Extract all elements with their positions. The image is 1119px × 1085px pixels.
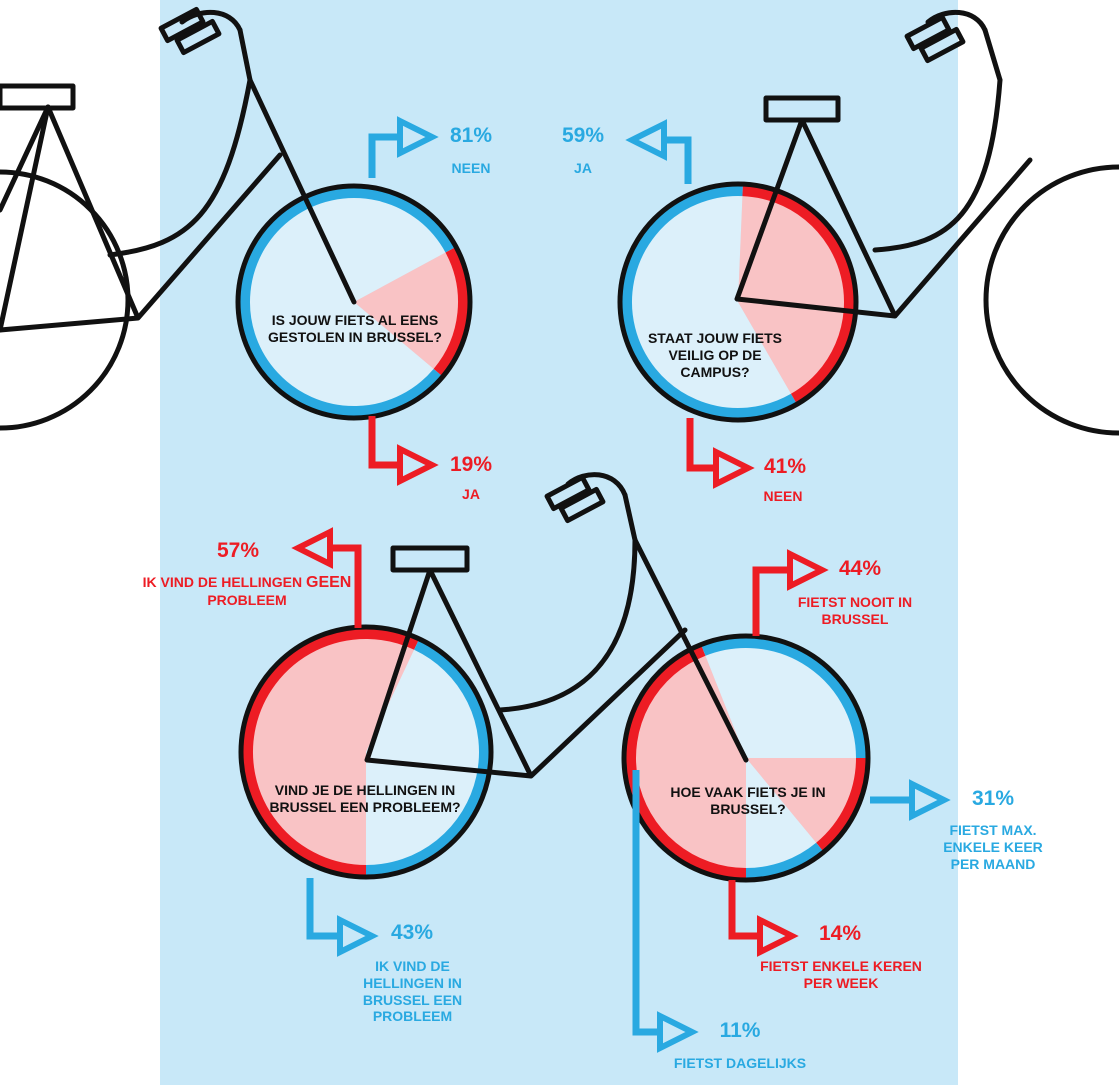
- chart1-slice2-arrow-head: [397, 444, 439, 486]
- chart1-slice1-arrow-head: [397, 116, 439, 158]
- left-bicycle-icon: [0, 6, 283, 431]
- callout-arrows: [291, 116, 951, 1053]
- chart3-slice1-arrow-head: [291, 527, 333, 569]
- chart3-slice2-rim: [365, 638, 491, 877]
- chart3-slice2-arrow-line: [306, 878, 340, 940]
- chart2-slice1-wedge: [626, 189, 794, 414]
- chart3-slice1-arrow-line: [330, 544, 362, 628]
- chart4-slice4-wedge: [746, 758, 820, 874]
- chart4-slice3-arrow-head: [757, 915, 799, 957]
- chart4-slice3-arrow-line: [728, 880, 760, 940]
- chart4-slice1-label: FIETST NOOIT IN BRUSSEL: [797, 594, 913, 627]
- chart3-slice2-percent: 43%: [390, 921, 434, 944]
- chart3-slice2-arrow-head: [337, 915, 379, 957]
- fork-line-1: [247, 77, 357, 305]
- chart3-slice1-label-emphasis: GEEN: [306, 574, 352, 591]
- chart4-slice3-rim: [816, 757, 868, 853]
- chart4-slice4-percent: 11%: [719, 1019, 761, 1042]
- chart3-wheel-outline: [238, 624, 494, 880]
- chart4-slice2-percent: 31%: [971, 787, 1015, 810]
- chart4-slice3-label: FIETST ENKELE KEREN PER WEEK: [760, 958, 922, 991]
- question-1-label: IS JOUW FIETS AL EENS GESTOLEN IN BRUSSE…: [268, 312, 442, 345]
- pie-charts: [235, 181, 871, 883]
- right-bicycle-icon: [734, 9, 1119, 436]
- chart1-slice2-wedge: [354, 249, 464, 373]
- chart3-slice1-label-end: PROBLEEM: [207, 592, 287, 609]
- chart4-slice1-arrow-head: [787, 549, 829, 591]
- chart4-wheel-outline: [621, 633, 871, 883]
- chart3-slice1-wedge: [247, 633, 417, 871]
- chart2-slice2-arrow-head: [713, 447, 755, 489]
- chart4-slice1-percent: 44%: [838, 557, 882, 580]
- chart3-slice1-rim: [241, 627, 420, 877]
- chart4-slice2-label: FIETST MAX. ENKELE KEER PER MAAND: [943, 822, 1043, 872]
- question-4-label: HOE VAAK FIETS JE IN BRUSSEL?: [670, 784, 826, 817]
- chart4-slice2-arrow-head: [909, 779, 951, 821]
- chart3-slice2-wedge: [366, 644, 486, 871]
- chart1-slice1-arrow-line: [368, 133, 400, 178]
- chart1-slice2-percent: 19%: [449, 453, 493, 476]
- chart1-slice1-label: NEEN: [451, 160, 491, 176]
- chart1-slice2-rim: [433, 246, 470, 377]
- chart1-wheel-outline: [235, 183, 473, 421]
- chart2-slice1-percent: 59%: [561, 124, 605, 147]
- chart2-slice1-label: JA: [574, 160, 592, 176]
- chart2-wheel-outline: [617, 181, 859, 423]
- chart3-slice1-label: IK VIND DE HELLINGEN GEEN PROBLEEM: [128, 573, 366, 609]
- question-2-label: STAAT JOUW FIETS VEILIG OP DE CAMPUS?: [647, 330, 783, 380]
- chart1-slice1-percent: 81%: [449, 124, 493, 147]
- chart2-slice2-wedge: [738, 190, 851, 399]
- chart2-slice2-rim: [742, 184, 856, 405]
- chart4-slice4-rim: [745, 842, 824, 880]
- question-3-label: VIND JE DE HELLINGEN IN BRUSSEL EEN PROB…: [269, 782, 461, 815]
- chart2-slice1-arrow-head: [625, 119, 667, 161]
- chart1-slice1-rim: [238, 186, 457, 418]
- chart3-slice2-label: IK VIND DE HELLINGEN IN BRUSSEL EEN PROB…: [362, 958, 463, 1025]
- chart2-slice1-arrow-line: [664, 136, 692, 184]
- chart3-slice1-label-start: IK VIND DE HELLINGEN: [142, 574, 306, 590]
- chart4-slice2-rim: [701, 636, 868, 759]
- chart3-slice1-percent: 57%: [216, 539, 260, 562]
- chart4-slice1-arrow-line: [752, 566, 790, 636]
- chart4-slice4-label: FIETST DAGELIJKS: [673, 1055, 807, 1071]
- fork-line-4: [632, 537, 749, 763]
- chart4-slice3-percent: 14%: [818, 922, 862, 945]
- chart4-slice4-arrow-head: [657, 1011, 699, 1053]
- chart1-slice2-arrow-line: [368, 416, 400, 469]
- chart2-slice2-arrow-line: [686, 418, 716, 472]
- chart2-slice1-rim: [620, 184, 797, 420]
- chart4-slice1-rim: [624, 644, 747, 880]
- background-panel: [160, 0, 958, 1085]
- bicycle-drawings: [0, 6, 1119, 779]
- chart2-slice2-percent: 41%: [763, 455, 807, 478]
- chart1-slice2-label: JA: [462, 486, 480, 502]
- chart4-slice4-arrow-line: [632, 770, 660, 1036]
- chart2-slice2-label: NEEN: [763, 488, 803, 504]
- chart4-slice3-wedge: [746, 758, 862, 848]
- chart1-slice1-wedge: [243, 192, 451, 413]
- center-bicycle-icon: [364, 472, 688, 779]
